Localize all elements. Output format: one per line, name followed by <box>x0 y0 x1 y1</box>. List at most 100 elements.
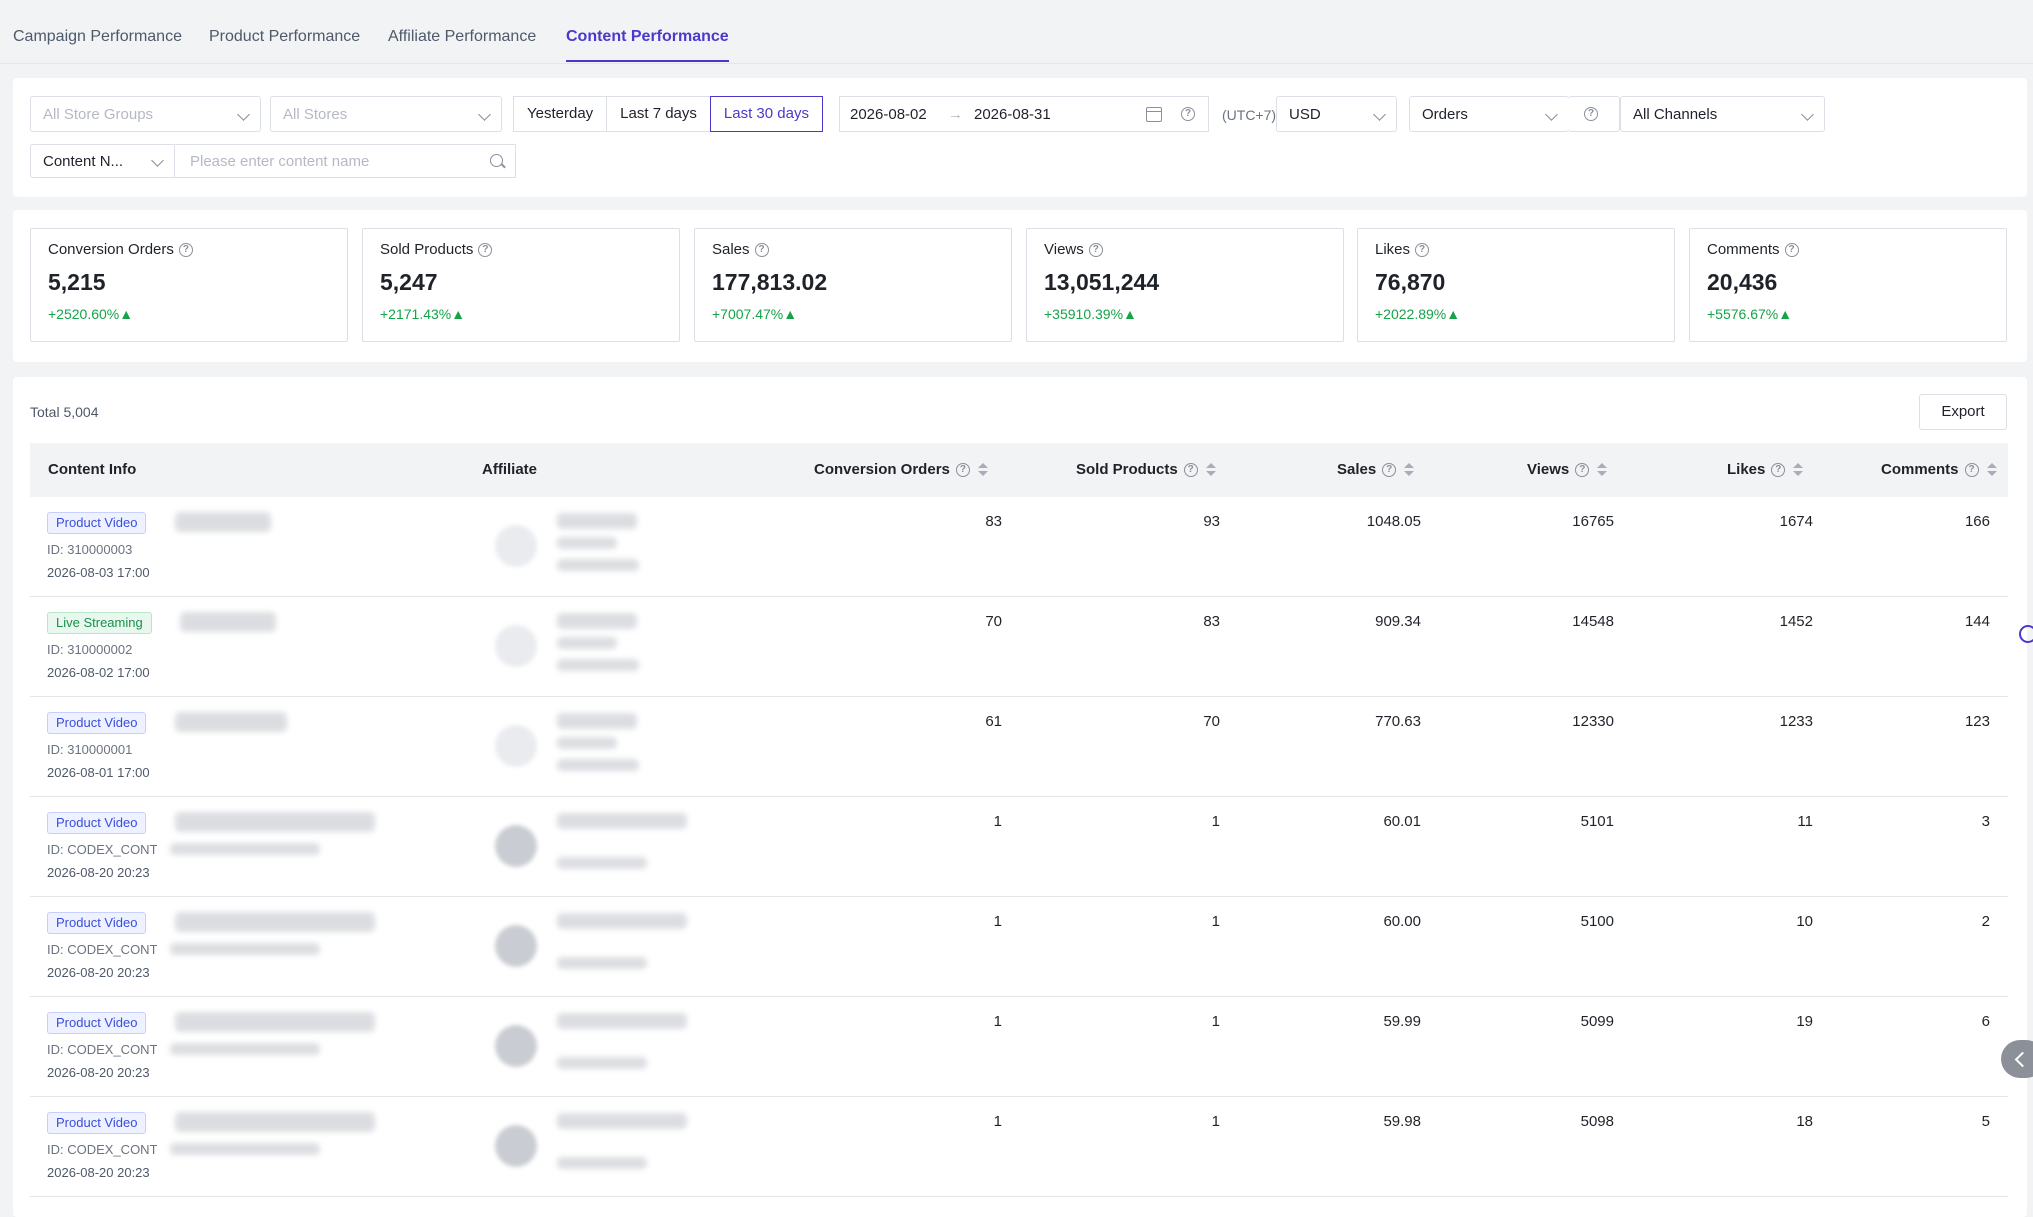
tab-affiliate-performance[interactable]: Affiliate Performance <box>388 28 537 45</box>
table-row[interactable]: Live Streaming ID: 310000002 2026-08-02 … <box>30 597 2008 697</box>
column-conversion-orders[interactable]: Conversion Orders ? <box>814 461 988 478</box>
help-circle-icon[interactable]: ? <box>1183 462 1198 477</box>
cell-sold-products: 1 <box>1211 913 1220 930</box>
table-row[interactable]: Product Video ID: CODEX_CONTE 2026-08-20… <box>30 797 2008 897</box>
metric-value: 5,247 <box>380 269 438 295</box>
channels-select[interactable]: All Channels <box>1620 96 1825 132</box>
table-row[interactable]: Product Video ID: CODEX_CONTE 2026-08-20… <box>30 997 2008 1097</box>
help-circle-icon[interactable]: ? <box>178 242 193 257</box>
affiliate-avatar <box>495 525 537 567</box>
metric-card-comments: Comments? 20,436 +5576.67%▲ <box>1689 228 2007 342</box>
affiliate-name-redacted <box>557 513 637 529</box>
sort-icon[interactable] <box>1205 463 1216 476</box>
cell-comments: 144 <box>1964 613 1990 630</box>
calendar-icon[interactable] <box>1146 107 1162 122</box>
affiliate-meta-redacted <box>557 957 647 969</box>
help-circle-icon[interactable]: ? <box>1088 242 1103 257</box>
column-label: Sold Products <box>1076 461 1178 478</box>
cell-likes: 10 <box>1796 913 1813 930</box>
cell-views: 16765 <box>1572 513 1614 530</box>
cell-comments: 3 <box>1981 813 1990 830</box>
cell-sold-products: 1 <box>1211 813 1220 830</box>
tab-product-performance[interactable]: Product Performance <box>209 28 361 45</box>
cell-sales: 770.63 <box>1375 713 1421 730</box>
currency-select[interactable]: USD <box>1276 96 1397 132</box>
affiliate-meta-redacted <box>557 559 639 571</box>
export-button[interactable]: Export <box>1919 394 2007 430</box>
metric-card-sales: Sales? 177,813.02 +7007.47%▲ <box>694 228 1012 342</box>
metric-change: +2171.43%▲ <box>380 306 466 322</box>
channels-value: All Channels <box>1633 105 1718 123</box>
help-circle-icon[interactable]: ? <box>478 242 493 257</box>
date-range-picker[interactable]: 2026-08-02 → 2026-08-31 ? <box>839 96 1209 132</box>
help-circle-icon[interactable]: ? <box>1415 242 1430 257</box>
date-end[interactable]: 2026-08-31 <box>974 105 1051 123</box>
sort-icon[interactable] <box>1793 463 1804 476</box>
content-id: ID: CODEX_CONTE <box>47 1142 157 1157</box>
assistant-ring-icon[interactable] <box>2019 625 2033 643</box>
content-name-search-input[interactable]: Please enter content name <box>174 144 516 178</box>
date-arrow: → <box>948 105 963 123</box>
cell-comments: 2 <box>1981 913 1990 930</box>
search-type-select[interactable]: Content N... <box>30 144 175 178</box>
cell-sold-products: 1 <box>1211 1113 1220 1130</box>
column-sold-products[interactable]: Sold Products ? <box>1076 461 1216 478</box>
affiliate-name-redacted <box>557 1013 687 1029</box>
help-circle-icon[interactable]: ? <box>1771 462 1786 477</box>
content-name-redacted <box>175 1012 375 1032</box>
cell-likes: 1674 <box>1779 513 1813 530</box>
cell-likes: 18 <box>1796 1113 1813 1130</box>
tab-content-performance[interactable]: Content Performance <box>566 28 729 62</box>
metric-value: 13,051,244 <box>1044 269 1160 295</box>
column-comments[interactable]: Comments ? <box>1881 461 1997 478</box>
help-circle-icon[interactable]: ? <box>955 462 970 477</box>
column-views[interactable]: Views ? <box>1527 461 1608 478</box>
store-groups-select[interactable]: All Store Groups <box>30 96 261 132</box>
metrics-panel: Conversion Orders? 5,215 +2520.60%▲ Sold… <box>13 210 2027 362</box>
sort-icon[interactable] <box>1986 463 1997 476</box>
column-likes[interactable]: Likes ? <box>1727 461 1804 478</box>
affiliate-meta-redacted <box>557 1057 647 1069</box>
table-row[interactable]: Product Video ID: CODEX_CONTE 2026-08-20… <box>30 1097 2008 1197</box>
column-sales[interactable]: Sales ? <box>1337 461 1415 478</box>
chevron-down-icon <box>1545 108 1558 121</box>
metric-card-views: Views? 13,051,244 +35910.39%▲ <box>1026 228 1344 342</box>
date-start[interactable]: 2026-08-02 <box>850 105 927 123</box>
collapse-left-icon[interactable] <box>2001 1040 2033 1078</box>
help-circle-icon[interactable]: ? <box>1584 107 1598 121</box>
help-circle-icon[interactable]: ? <box>1964 462 1979 477</box>
stores-placeholder: All Stores <box>283 105 348 123</box>
affiliate-avatar <box>495 725 537 767</box>
range-yesterday-button[interactable]: Yesterday <box>513 96 608 132</box>
table-row[interactable]: Product Video ID: CODEX_CONTE 2026-08-20… <box>30 897 2008 997</box>
affiliate-meta-redacted <box>557 659 639 671</box>
metric-help[interactable]: ? <box>1568 96 1620 132</box>
stores-select[interactable]: All Stores <box>270 96 502 132</box>
help-circle-icon[interactable]: ? <box>1575 462 1590 477</box>
cell-views: 14548 <box>1572 613 1614 630</box>
sort-icon[interactable] <box>977 463 988 476</box>
search-icon[interactable] <box>490 154 503 167</box>
metric-title: Sold Products <box>380 241 474 258</box>
column-label: Likes <box>1727 461 1766 478</box>
help-circle-icon[interactable]: ? <box>1181 107 1195 121</box>
tab-campaign-performance[interactable]: Campaign Performance <box>13 28 182 45</box>
help-circle-icon[interactable]: ? <box>754 242 769 257</box>
table-row[interactable]: Product Video ID: 310000003 2026-08-03 1… <box>30 497 2008 597</box>
metric-select[interactable]: Orders <box>1409 96 1569 132</box>
content-type-badge: Product Video <box>47 1112 147 1134</box>
range-last-7-days-button[interactable]: Last 7 days <box>606 96 711 132</box>
sort-icon[interactable] <box>1597 463 1608 476</box>
affiliate-meta-redacted <box>557 857 647 869</box>
content-id: ID: CODEX_CONTE <box>47 942 157 957</box>
table-row[interactable]: Product Video ID: 310000001 2026-08-01 1… <box>30 697 2008 797</box>
help-circle-icon[interactable]: ? <box>1382 462 1397 477</box>
affiliate-handle-redacted <box>557 637 617 649</box>
help-circle-icon[interactable]: ? <box>1784 242 1799 257</box>
cell-sales: 60.01 <box>1383 813 1421 830</box>
currency-value: USD <box>1289 105 1321 123</box>
range-last-30-days-button[interactable]: Last 30 days <box>709 96 823 132</box>
sort-icon[interactable] <box>1404 463 1415 476</box>
cell-conversion-orders: 1 <box>993 813 1002 830</box>
affiliate-name-redacted <box>557 713 637 729</box>
